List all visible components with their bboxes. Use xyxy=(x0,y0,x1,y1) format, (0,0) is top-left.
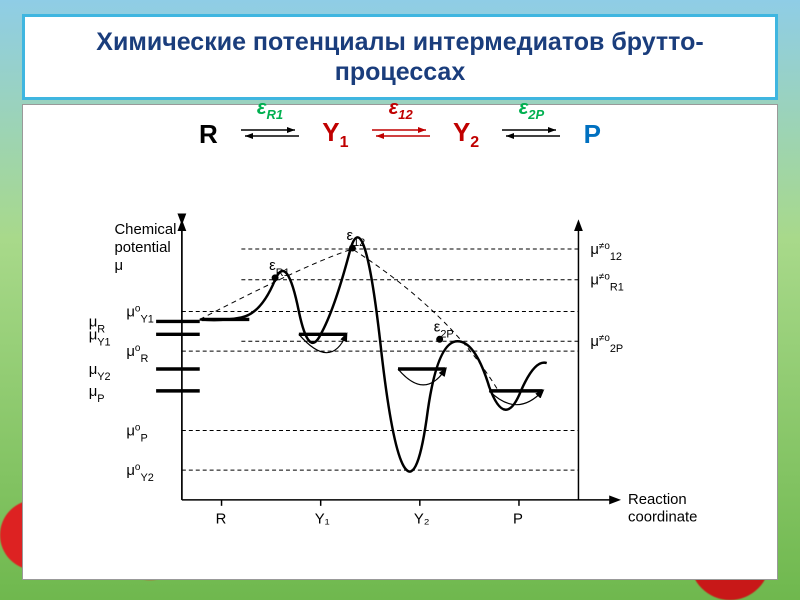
svg-text:Chemical: Chemical xyxy=(114,222,176,238)
svg-text:μ: μ xyxy=(114,258,123,274)
svg-text:R: R xyxy=(216,512,227,528)
diagram-svg: Chemical potential μ Reaction coordinate R Y₁ Y… xyxy=(53,177,747,565)
arrow-R-Y1: εR1 xyxy=(235,119,305,150)
species-Y2: Y2 xyxy=(453,117,479,152)
svg-text:ε2P: ε2P xyxy=(434,319,454,340)
content-panel: R εR1 Y1 ε12 xyxy=(22,104,778,580)
double-arrow-icon xyxy=(496,123,566,143)
svg-text:P: P xyxy=(513,512,523,528)
arrow-Y1-Y2: ε12 xyxy=(366,119,436,150)
svg-text:potential: potential xyxy=(114,240,170,256)
species-Y1: Y1 xyxy=(322,117,348,152)
svg-text:μoY1: μoY1 xyxy=(126,303,153,326)
svg-text:Reaction: Reaction xyxy=(628,492,687,508)
svg-text:coordinate: coordinate xyxy=(628,510,697,526)
energy-diagram: Chemical potential μ Reaction coordinate R Y₁ Y… xyxy=(53,177,747,565)
svg-text:μ≠oR1: μ≠oR1 xyxy=(590,271,623,294)
svg-text:μoY2: μoY2 xyxy=(126,462,153,485)
svg-text:μ≠o12: μ≠o12 xyxy=(590,241,622,263)
svg-text:μoR: μoR xyxy=(126,343,148,366)
double-arrow-icon xyxy=(366,123,436,143)
eps-2P-label: ε2P xyxy=(519,97,544,122)
reaction-scheme: R εR1 Y1 ε12 xyxy=(23,117,777,152)
svg-text:ε12: ε12 xyxy=(346,228,365,249)
title-box: Химические потенциалы интермедиатов брут… xyxy=(22,14,778,100)
eps-12-label: ε12 xyxy=(389,97,413,122)
species-P: P xyxy=(584,119,601,150)
svg-text:μ≠o2P: μ≠o2P xyxy=(590,333,623,356)
svg-text:εR1: εR1 xyxy=(269,258,290,279)
svg-text:Y₂: Y₂ xyxy=(414,512,430,528)
arrow-Y2-P: ε2P xyxy=(496,119,566,150)
svg-text:μP: μP xyxy=(89,384,105,405)
svg-text:Y₁: Y₁ xyxy=(315,512,330,528)
svg-text:μoP: μoP xyxy=(126,422,147,444)
species-R: R xyxy=(199,119,218,150)
eps-R1-label: εR1 xyxy=(257,97,283,122)
svg-text:μY2: μY2 xyxy=(89,362,111,383)
double-arrow-icon xyxy=(235,123,305,143)
page-title: Химические потенциалы интермедиатов брут… xyxy=(39,27,761,87)
